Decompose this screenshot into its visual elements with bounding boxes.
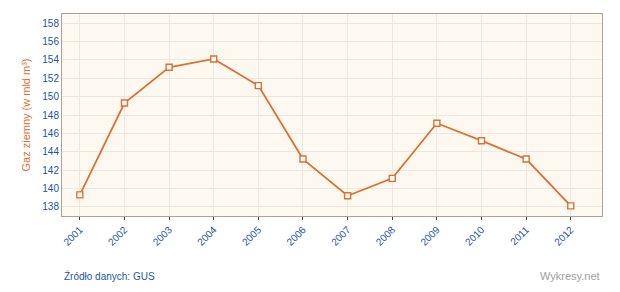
svg-text:2001: 2001 bbox=[61, 224, 85, 248]
svg-text:146: 146 bbox=[42, 128, 59, 139]
svg-text:Źródło danych: GUS: Źródło danych: GUS bbox=[64, 270, 155, 282]
svg-text:2006: 2006 bbox=[284, 224, 308, 248]
svg-text:2009: 2009 bbox=[418, 224, 442, 248]
svg-text:2010: 2010 bbox=[463, 224, 487, 248]
svg-text:2005: 2005 bbox=[240, 224, 264, 248]
svg-text:2004: 2004 bbox=[195, 224, 219, 248]
svg-text:154: 154 bbox=[42, 54, 59, 65]
svg-text:142: 142 bbox=[42, 165, 59, 176]
svg-text:2012: 2012 bbox=[552, 224, 576, 248]
svg-text:2011: 2011 bbox=[508, 224, 531, 247]
svg-text:140: 140 bbox=[42, 183, 59, 194]
svg-text:2008: 2008 bbox=[374, 224, 398, 248]
svg-text:2003: 2003 bbox=[151, 224, 175, 248]
svg-text:144: 144 bbox=[42, 146, 59, 157]
svg-text:150: 150 bbox=[42, 91, 59, 102]
svg-text:152: 152 bbox=[42, 73, 59, 84]
svg-text:Wykresy.net: Wykresy.net bbox=[540, 270, 600, 282]
svg-text:148: 148 bbox=[42, 110, 59, 121]
svg-text:158: 158 bbox=[42, 18, 59, 29]
svg-text:2007: 2007 bbox=[329, 224, 353, 248]
svg-text:156: 156 bbox=[42, 36, 59, 47]
svg-text:2002: 2002 bbox=[106, 224, 130, 248]
svg-text:Gaz ziemny (w mld m³): Gaz ziemny (w mld m³) bbox=[20, 58, 32, 171]
svg-text:138: 138 bbox=[42, 201, 59, 212]
